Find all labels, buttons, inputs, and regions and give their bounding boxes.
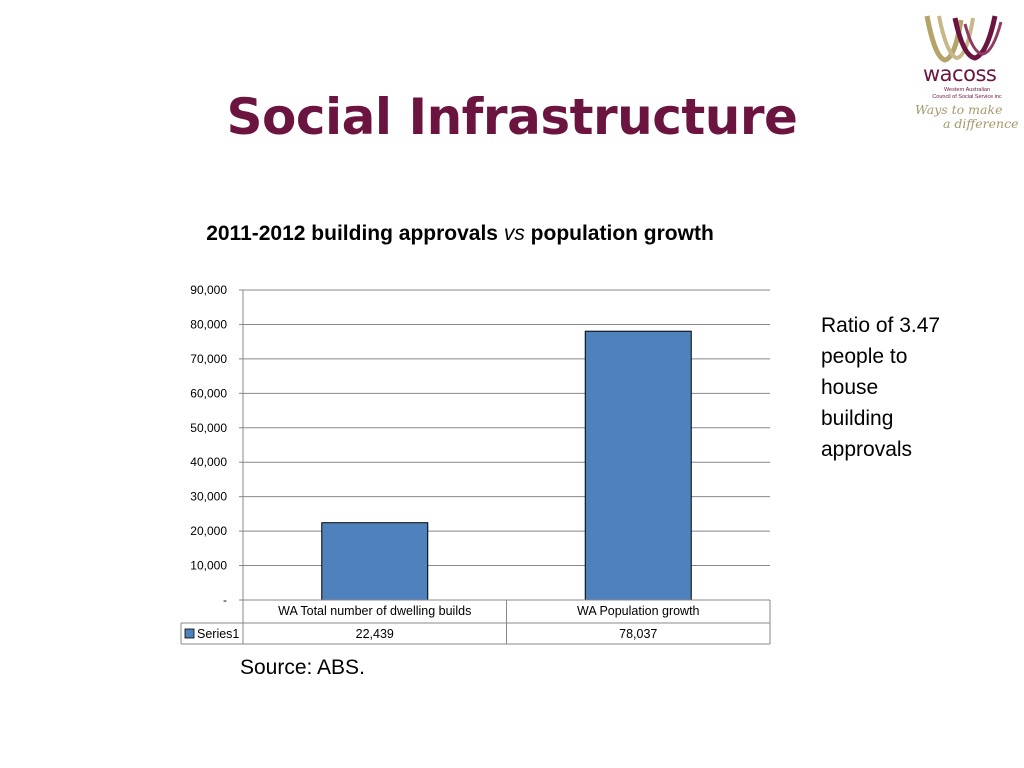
y-tick-label: 40,000 [190, 455, 227, 469]
y-tick-label: 90,000 [190, 283, 227, 297]
category-label: WA Population growth [577, 604, 700, 618]
y-tick-label: 20,000 [190, 524, 227, 538]
y-tick-label: 70,000 [190, 352, 227, 366]
data-value-label: 78,037 [619, 627, 657, 641]
category-label: WA Total number of dwelling builds [278, 604, 471, 618]
wave-logo-icon [924, 15, 1003, 63]
y-tick-label: 80,000 [190, 317, 227, 331]
wacoss-logo: wacoss Western Australian Council of Soc… [905, 10, 1023, 135]
source-note: Source: ABS. [240, 656, 365, 679]
y-tick-label: - [223, 593, 227, 607]
bar [321, 522, 429, 601]
bars [321, 330, 692, 601]
y-tick-label: 60,000 [190, 386, 227, 400]
chart-title: 2011-2012 building approvals vs populati… [206, 222, 714, 245]
logo-wordmark: wacoss [923, 62, 997, 86]
y-tick-label: 10,000 [190, 559, 227, 573]
y-tick-label: 50,000 [190, 421, 227, 435]
bar [584, 330, 692, 601]
logo-tagline: Ways to make a difference [915, 102, 1019, 131]
ratio-note: Ratio of 3.47 people to house building a… [821, 314, 941, 461]
slide-title: Social Infrastructure [226, 88, 798, 146]
data-table: WA Total number of dwelling builds 22,439… [180, 599, 771, 645]
data-value-label: 22,439 [356, 627, 394, 641]
legend-label: Series1 [197, 627, 239, 641]
legend-swatch [184, 628, 195, 639]
y-axis-ticks: - 10,000 20,000 30,000 40,000 50,000 60,000 70,… [190, 283, 243, 607]
logo-org-name: Western Australian Council of Social Ser… [932, 87, 1002, 100]
y-tick-label: 30,000 [190, 490, 227, 504]
